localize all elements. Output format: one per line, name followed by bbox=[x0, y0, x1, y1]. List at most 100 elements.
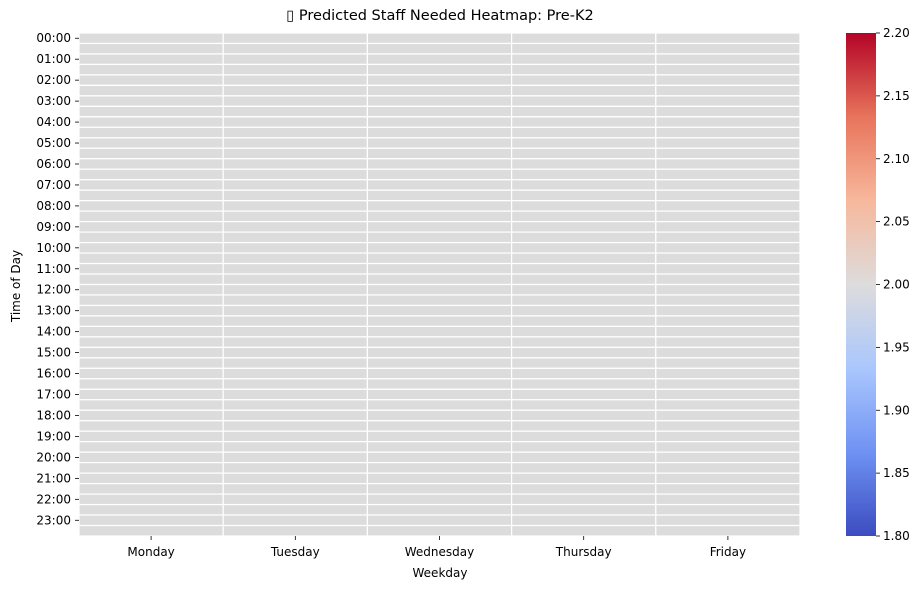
heatmap-cell bbox=[511, 189, 657, 202]
heatmap-cell bbox=[222, 283, 368, 296]
heatmap-cell bbox=[366, 32, 513, 45]
heatmap-cell bbox=[366, 304, 513, 317]
heatmap-cell bbox=[655, 336, 801, 348]
y-tick-label: 04:00 bbox=[36, 115, 71, 129]
heatmap-cell bbox=[78, 126, 224, 139]
y-tick-label: 00:00 bbox=[36, 31, 71, 45]
heatmap-cell bbox=[366, 315, 513, 328]
heatmap-cell bbox=[366, 147, 513, 160]
heatmap-cell bbox=[222, 357, 368, 369]
heatmap-cell bbox=[366, 472, 513, 485]
heatmap-cell bbox=[222, 399, 368, 411]
heatmap-cell bbox=[78, 472, 224, 485]
heatmap-cell bbox=[366, 357, 513, 369]
heatmap-cell bbox=[655, 168, 801, 181]
heatmap-cell bbox=[655, 105, 801, 118]
heatmap-cell bbox=[655, 441, 801, 453]
heatmap-cell bbox=[222, 451, 368, 464]
heatmap-cell bbox=[366, 325, 513, 338]
heatmap-cell bbox=[366, 179, 513, 191]
heatmap-cell bbox=[222, 367, 368, 380]
y-tick-label: 08:00 bbox=[36, 199, 71, 213]
heatmap-cell bbox=[222, 105, 368, 118]
heatmap-cell bbox=[366, 95, 513, 107]
heatmap-cell bbox=[655, 262, 801, 275]
heatmap-cell bbox=[366, 53, 513, 66]
heatmap-cell bbox=[655, 53, 801, 66]
heatmap-cell bbox=[655, 189, 801, 202]
heatmap-cell bbox=[511, 336, 657, 348]
heatmap-cell bbox=[655, 252, 801, 265]
heatmap-cell bbox=[655, 74, 801, 86]
heatmap-cell bbox=[511, 200, 657, 212]
heatmap-cell bbox=[78, 346, 224, 359]
heatmap-cell bbox=[78, 42, 224, 55]
heatmap-cell bbox=[222, 137, 368, 149]
heatmap-cell bbox=[366, 367, 513, 380]
heatmap-cell bbox=[655, 514, 801, 527]
heatmap-cell bbox=[511, 388, 657, 401]
heatmap-cell bbox=[655, 472, 801, 485]
heatmap-cell bbox=[222, 189, 368, 202]
heatmap-cell bbox=[78, 147, 224, 160]
heatmap-cell bbox=[366, 483, 513, 495]
heatmap-cell bbox=[78, 74, 224, 86]
heatmap-cell bbox=[222, 409, 368, 422]
heatmap-cell bbox=[78, 32, 224, 45]
heatmap-cell bbox=[511, 137, 657, 149]
heatmap-cell bbox=[511, 53, 657, 66]
y-tick-label: 02:00 bbox=[36, 73, 71, 87]
heatmap-cell bbox=[222, 441, 368, 453]
heatmap-cell bbox=[222, 304, 368, 317]
heatmap-cell bbox=[655, 493, 801, 506]
heatmap-cell bbox=[511, 472, 657, 485]
heatmap-cell bbox=[655, 273, 801, 286]
heatmap-cell bbox=[222, 294, 368, 307]
heatmap-cell bbox=[78, 179, 224, 191]
y-axis-label: Time of Day bbox=[9, 250, 23, 323]
heatmap-cell bbox=[655, 462, 801, 474]
heatmap-cell bbox=[655, 116, 801, 128]
colorbar-tick-label: 2.15 bbox=[883, 89, 910, 103]
heatmap-cell bbox=[655, 378, 801, 390]
heatmap-cell bbox=[655, 325, 801, 338]
heatmap-cell bbox=[511, 357, 657, 369]
heatmap-cell bbox=[222, 74, 368, 86]
heatmap-cell bbox=[511, 325, 657, 338]
colorbar-tick-label: 1.90 bbox=[883, 403, 910, 417]
heatmap-cell bbox=[511, 451, 657, 464]
heatmap-cell bbox=[366, 524, 513, 537]
heatmap-cell bbox=[366, 168, 513, 181]
heatmap-cell bbox=[222, 430, 368, 443]
heatmap-cell bbox=[78, 378, 224, 390]
heatmap-cell bbox=[511, 315, 657, 328]
heatmap-cell bbox=[366, 420, 513, 432]
heatmap-cell bbox=[511, 524, 657, 537]
heatmap-cell bbox=[222, 273, 368, 286]
heatmap-cell bbox=[511, 105, 657, 118]
heatmap-cell bbox=[78, 273, 224, 286]
heatmap-cell bbox=[655, 388, 801, 401]
x-tick-label: Thursday bbox=[555, 545, 612, 559]
heatmap-cell bbox=[222, 147, 368, 160]
heatmap-cell bbox=[366, 200, 513, 212]
heatmap-cell bbox=[511, 367, 657, 380]
heatmap-cell bbox=[366, 105, 513, 118]
heatmap-cell bbox=[78, 367, 224, 380]
y-tick-label: 20:00 bbox=[36, 450, 71, 464]
colorbar-tick-label: 1.95 bbox=[883, 340, 910, 354]
heatmap-cell bbox=[366, 262, 513, 275]
colorbar-tick-label: 1.85 bbox=[883, 466, 910, 480]
y-tick-label: 16:00 bbox=[36, 367, 71, 381]
heatmap-cell bbox=[655, 221, 801, 233]
colorbar-tick-label: 2.20 bbox=[883, 26, 910, 40]
heatmap-cell bbox=[511, 147, 657, 160]
heatmap-cell bbox=[222, 63, 368, 76]
heatmap-cell bbox=[511, 63, 657, 76]
heatmap-cell bbox=[78, 262, 224, 275]
heatmap-cell bbox=[511, 493, 657, 506]
heatmap-cell bbox=[511, 252, 657, 265]
heatmap-cell bbox=[655, 315, 801, 328]
heatmap-cell bbox=[366, 231, 513, 244]
heatmap-cell bbox=[78, 105, 224, 118]
